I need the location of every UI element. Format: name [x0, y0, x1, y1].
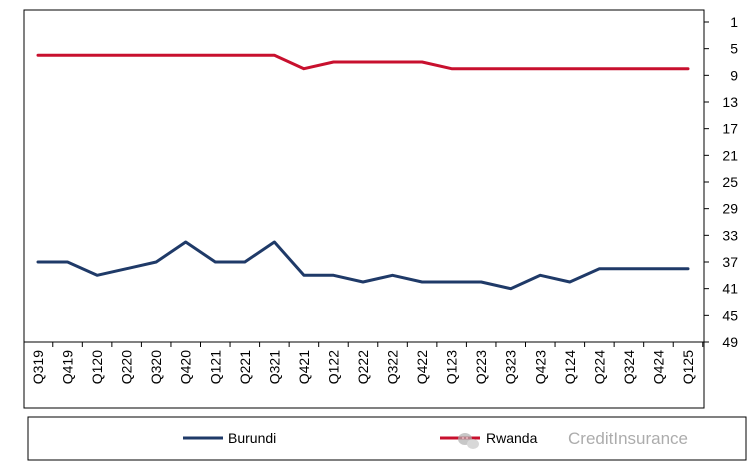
- x-tick-label: Q324: [621, 350, 637, 384]
- y-tick-label: 21: [722, 147, 738, 163]
- wechat-icon: [458, 433, 479, 449]
- y-axis-ticks: 1 5 9 13 17 21 25 29 33 37 41 45 49: [704, 14, 738, 350]
- x-tick-label: Q419: [60, 350, 76, 384]
- legend: Burundi Rwanda: [183, 430, 538, 446]
- x-tick-label: Q424: [650, 350, 666, 384]
- watermark-text: CreditInsurance: [568, 429, 688, 448]
- y-tick-label: 29: [722, 201, 738, 217]
- x-tick-label: Q120: [89, 350, 105, 384]
- x-tick-label: Q320: [148, 350, 164, 384]
- x-tick-label: Q420: [178, 350, 194, 384]
- y-tick-label: 1: [730, 14, 738, 30]
- y-tick-label: 17: [722, 121, 738, 137]
- x-tick-label: Q423: [532, 350, 548, 384]
- y-tick-label: 45: [722, 307, 738, 323]
- x-tick-label: Q125: [680, 350, 696, 384]
- x-tick-label: Q220: [119, 350, 135, 384]
- y-tick-label: 41: [722, 281, 738, 297]
- y-tick-label: 9: [730, 67, 738, 83]
- x-tick-label: Q422: [414, 350, 430, 384]
- watermark: CreditInsurance: [458, 429, 688, 449]
- x-tick-label: Q319: [30, 350, 46, 384]
- x-tick-label: Q121: [207, 350, 223, 384]
- x-tick-label: Q123: [444, 350, 460, 384]
- legend-label-burundi: Burundi: [228, 430, 276, 446]
- y-tick-label: 13: [722, 94, 738, 110]
- series-line-rwanda: [36, 53, 690, 71]
- x-tick-label: Q222: [355, 350, 371, 384]
- y-tick-label: 33: [722, 227, 738, 243]
- x-tick-label: Q421: [296, 350, 312, 384]
- x-tick-label: Q224: [591, 350, 607, 384]
- x-tick-label: Q322: [385, 350, 401, 384]
- x-tick-label: Q221: [237, 350, 253, 384]
- legend-box: [27, 416, 747, 461]
- x-tick-label: Q323: [503, 350, 519, 384]
- x-tick-label: Q223: [473, 350, 489, 384]
- y-tick-label: 37: [722, 254, 738, 270]
- y-tick-label: 5: [730, 41, 738, 57]
- x-axis-ticks: Q319 Q419 Q120 Q220 Q320 Q420 Q121 Q221 Q321 Q421…: [23, 342, 704, 384]
- x-tick-label: Q321: [266, 350, 282, 384]
- x-tick-label: Q122: [325, 350, 341, 384]
- y-tick-label: 49: [722, 334, 738, 350]
- series-line-burundi: [36, 240, 690, 291]
- y-tick-label: 25: [722, 174, 738, 190]
- x-tick-label: Q124: [562, 350, 578, 384]
- series-layer: [36, 53, 690, 291]
- legend-label-rwanda: Rwanda: [486, 430, 538, 446]
